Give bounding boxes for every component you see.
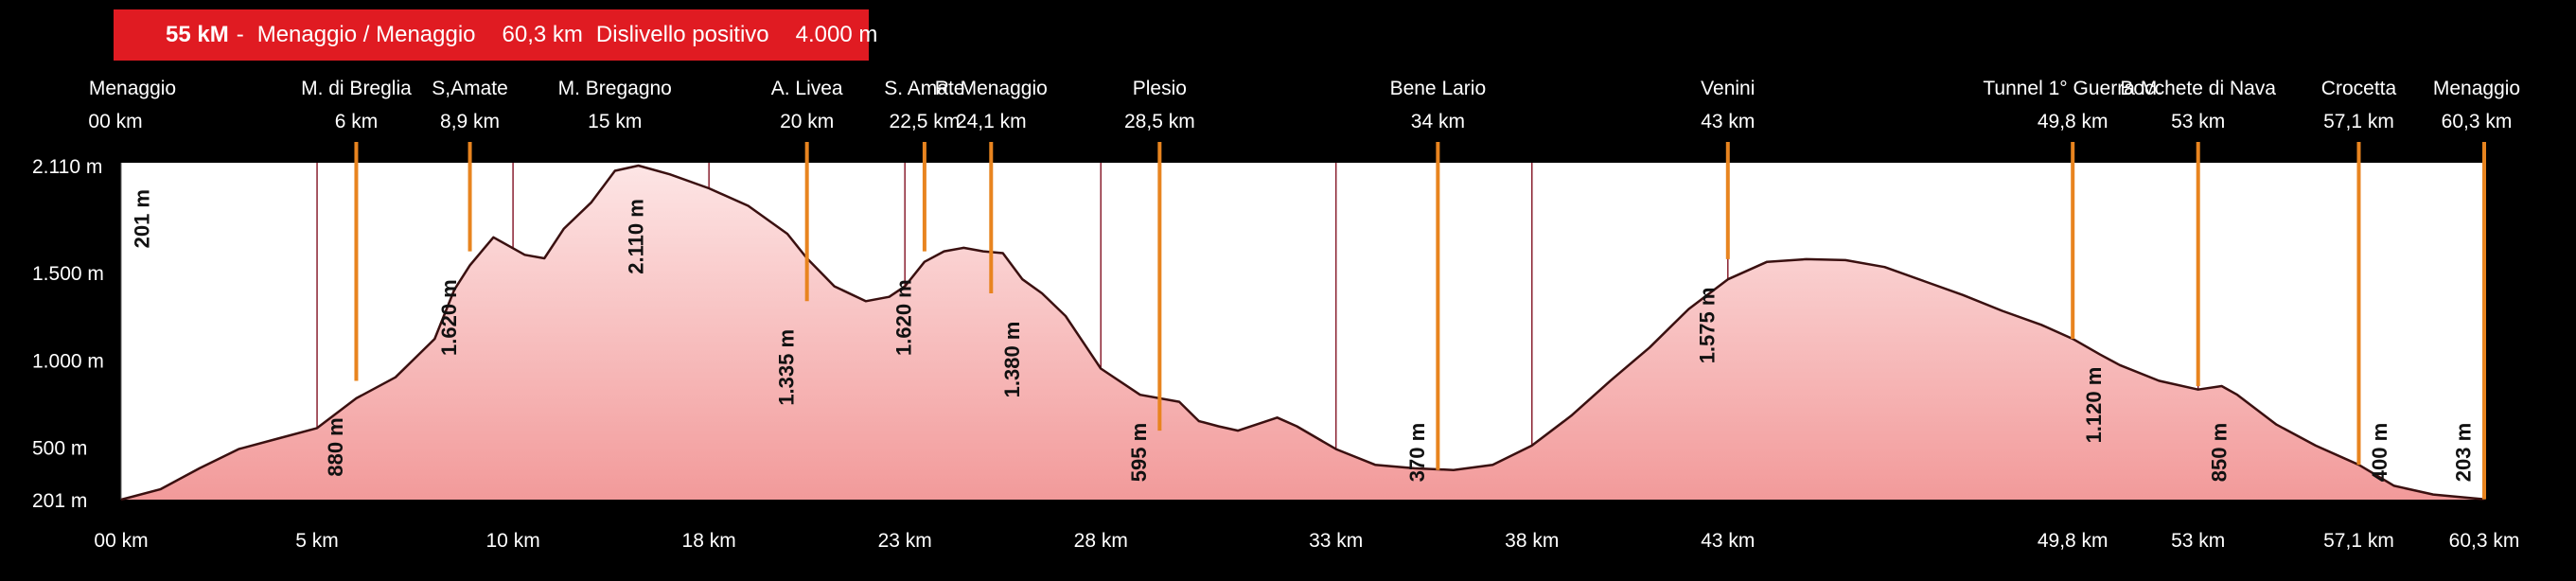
waypoint-name: S,Amate: [432, 78, 508, 99]
elevation-label: 595 m: [1127, 423, 1151, 482]
elevation-area: [121, 166, 2484, 500]
waypoint-name: Tunnel 1° Guerra M.: [1983, 78, 2162, 99]
x-tick-label: 57,1 km: [2323, 530, 2394, 552]
waypoint-name: M. Bregagno: [558, 78, 672, 99]
waypoint-name: R. Menaggio: [935, 78, 1048, 99]
waypoint-distance: 28,5 km: [1124, 111, 1195, 132]
waypoint-distance: 43 km: [1701, 111, 1755, 132]
elevation-label: 850 m: [2207, 423, 2231, 482]
elevation-label: 201 m: [131, 189, 154, 248]
header-separator: -: [236, 22, 244, 47]
waypoint-name: Venini: [1701, 78, 1755, 99]
elevation-label: 1.335 m: [774, 329, 798, 406]
waypoint-name: Bene Lario: [1390, 78, 1487, 99]
waypoint-name: Plesio: [1133, 78, 1187, 99]
x-tick-label: 38 km: [1505, 530, 1559, 552]
elevation-label: 203 m: [2452, 423, 2476, 482]
x-tick-label: 23 km: [878, 530, 932, 552]
x-tick-label: 28 km: [1074, 530, 1128, 552]
waypoint-distance: 00 km: [88, 111, 142, 132]
route-name: Menaggio / Menaggio: [256, 22, 476, 47]
y-tick-label: 2.110 m: [32, 156, 102, 178]
x-tick-label: 49,8 km: [2038, 530, 2108, 552]
waypoint-distance: 57,1 km: [2323, 111, 2394, 132]
waypoint-name: Menaggio: [2433, 78, 2520, 99]
waypoint-distance: 22,5 km: [890, 111, 961, 132]
route-header-badge: 55 kM - Menaggio / Menaggio 60,3 km Disl…: [114, 9, 877, 61]
elevation-line: [120, 164, 2485, 502]
waypoint-name: A. Livea: [771, 78, 843, 99]
y-tick-label: 201 m: [32, 490, 87, 512]
route-length: 60,3 km: [502, 22, 583, 47]
waypoint-distance: 20 km: [780, 111, 834, 132]
waypoint-name: Menaggio: [89, 78, 176, 99]
x-tick-label: 53 km: [2171, 530, 2225, 552]
elevation-label: 400 m: [2368, 423, 2391, 482]
elevation-label: 1.575 m: [1695, 288, 1719, 364]
x-tick-label: 33 km: [1309, 530, 1363, 552]
y-tick-label: 1.500 m: [32, 263, 104, 285]
x-tick-label: 18 km: [682, 530, 736, 552]
race-distance: 55 kM: [166, 22, 229, 47]
y-tick-label: 1.000 m: [32, 350, 104, 372]
waypoint-distance: 6 km: [335, 111, 379, 132]
x-tick-label: 5 km: [295, 530, 339, 552]
y-tick-label: 500 m: [32, 438, 87, 460]
elevation-label: 2.110 m: [624, 199, 647, 274]
elevation-gain-value: 4.000 m: [795, 22, 878, 47]
waypoint-distance: 15 km: [588, 111, 642, 132]
elevation-label: 880 m: [324, 417, 347, 476]
waypoint-name: Bocchete di Nava: [2120, 78, 2276, 99]
waypoint-distance: 34 km: [1411, 111, 1465, 132]
waypoint-name: M. di Breglia: [301, 78, 412, 99]
x-tick-label: 60,3 km: [2449, 530, 2520, 552]
elevation-label: 1.620 m: [437, 279, 461, 356]
waypoint-distance: 24,1 km: [956, 111, 1027, 132]
elevation-label: 1.380 m: [1000, 322, 1024, 398]
waypoint-name: S. Amate: [884, 78, 964, 99]
elevation-label: 1.620 m: [892, 279, 916, 356]
waypoint-distance: 49,8 km: [2038, 111, 2108, 132]
waypoint-distance: 60,3 km: [2442, 111, 2513, 132]
waypoint-distance: 8,9 km: [440, 111, 500, 132]
elevation-label: 370 m: [1405, 423, 1429, 482]
x-tick-label: 10 km: [486, 530, 540, 552]
x-tick-label: 00 km: [94, 530, 148, 552]
waypoint-distance: 53 km: [2171, 111, 2225, 132]
elevation-label: 1.120 m: [2082, 367, 2106, 444]
x-tick-label: 43 km: [1701, 530, 1755, 552]
waypoint-name: Crocetta: [2321, 78, 2397, 99]
elevation-gain-label: Dislivello positivo: [595, 22, 769, 47]
